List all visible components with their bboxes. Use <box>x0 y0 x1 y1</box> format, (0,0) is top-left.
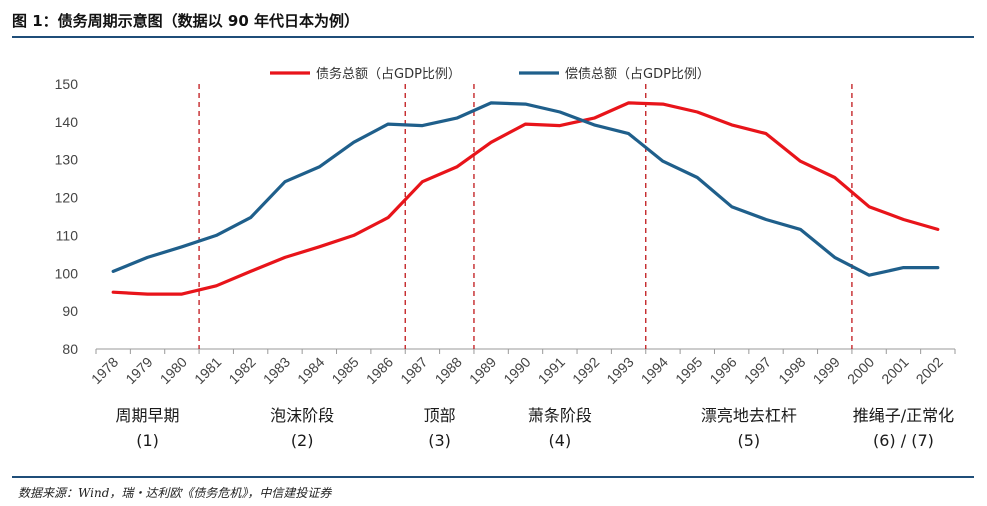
y-tick-label: 90 <box>62 303 78 319</box>
x-tick-label: 2000 <box>844 354 877 387</box>
x-tick-label: 1983 <box>260 354 293 387</box>
chart-header: 图 1：债务周期示意图（数据以 90 年代日本为例） <box>12 4 974 36</box>
legend-label-repay: 偿债总额（占GDP比例） <box>565 67 710 82</box>
phase-label: 周期早期 <box>116 406 180 425</box>
x-tick-label: 2002 <box>913 354 946 387</box>
x-tick-label: 1995 <box>672 354 705 387</box>
x-tick-label: 1991 <box>535 354 568 387</box>
phase-number: (4) <box>549 431 572 450</box>
y-tick-label: 130 <box>55 152 79 168</box>
x-tick-label: 1994 <box>638 354 671 387</box>
source-note: 数据来源：Wind，瑞・达利欧《债务危机》，中信建投证券 <box>18 486 332 500</box>
phase-label: 顶部 <box>424 406 456 425</box>
x-tick-label: 1978 <box>88 354 121 387</box>
x-tick-label: 1998 <box>775 354 808 387</box>
debt-service-line <box>111 101 940 277</box>
top-rule <box>12 36 974 38</box>
y-tick-label: 120 <box>55 190 79 206</box>
y-tick-label: 100 <box>55 265 79 281</box>
x-tick-label: 1987 <box>397 354 430 387</box>
x-tick-label: 1992 <box>569 354 602 387</box>
x-tick-label: 1981 <box>191 354 224 387</box>
figure-title: 图 1：债务周期示意图（数据以 90 年代日本为例） <box>12 12 359 30</box>
legend-label-debt: 债务总额（占GDP比例） <box>316 66 461 82</box>
x-tick-label: 1979 <box>122 354 155 387</box>
y-tick-label: 140 <box>55 114 79 130</box>
y-tick-label: 110 <box>56 227 79 243</box>
x-tick-label: 1988 <box>432 354 465 387</box>
phase-number: (2) <box>291 431 314 450</box>
x-tick-label: 1985 <box>328 354 361 387</box>
x-tick-label: 2001 <box>878 354 911 387</box>
x-tick-label: 1990 <box>500 354 533 387</box>
phase-label: 推绳子/正常化 <box>853 406 954 425</box>
phase-number: (6) / (7) <box>873 431 934 450</box>
phase-label: 泡沫阶段 <box>270 406 334 425</box>
x-tick-label: 1996 <box>706 354 739 387</box>
debt-total-line <box>111 101 940 296</box>
phase-number: (3) <box>428 431 451 450</box>
y-tick-label: 150 <box>55 76 79 92</box>
x-tick-label: 1989 <box>466 354 499 387</box>
x-tick-label: 1984 <box>294 354 327 387</box>
bottom-rule <box>12 476 974 478</box>
phase-label: 漂亮地去杠杆 <box>701 406 797 425</box>
x-tick-label: 1980 <box>157 354 190 387</box>
x-tick-label: 1993 <box>603 354 636 387</box>
phase-number: (5) <box>738 431 761 450</box>
x-tick-label: 1999 <box>810 354 843 387</box>
x-tick-label: 1997 <box>741 354 774 387</box>
y-tick-label: 80 <box>62 341 78 357</box>
x-tick-label: 1986 <box>363 354 396 387</box>
phase-number: (1) <box>136 431 159 450</box>
x-tick-label: 1982 <box>225 354 258 387</box>
phase-label: 萧条阶段 <box>528 406 592 425</box>
